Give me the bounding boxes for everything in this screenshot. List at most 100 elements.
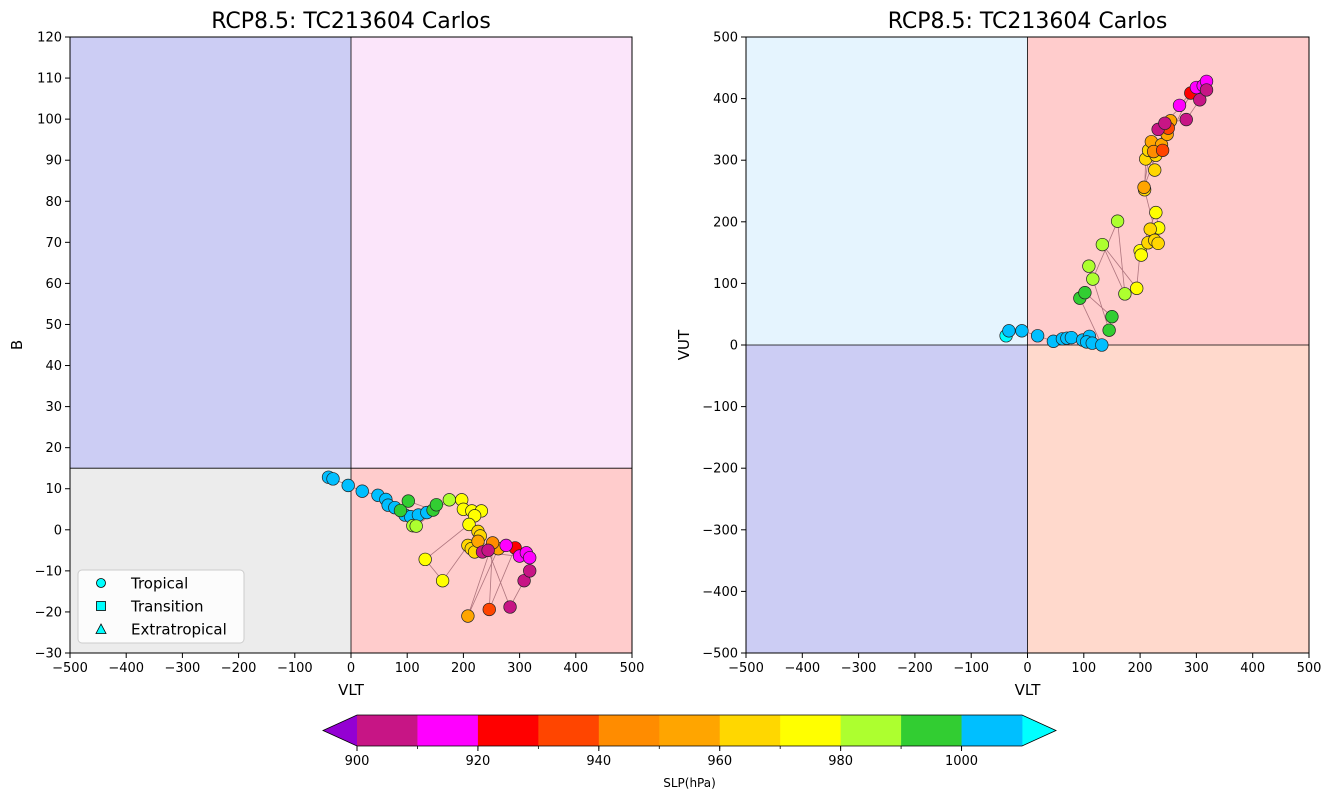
chart-title: RCP8.5: TC213604 Carlos <box>211 9 491 34</box>
x-tick-label: 500 <box>1297 661 1322 676</box>
data-point <box>1086 272 1100 286</box>
data-point <box>1110 214 1125 228</box>
x-tick-label: −200 <box>897 661 933 676</box>
colorbar-segment <box>719 715 781 746</box>
legend-label: Extratropical <box>131 621 227 639</box>
colorbar-segment <box>780 715 842 746</box>
extratropical-marker-icon <box>95 623 107 634</box>
quadrant-3 <box>1027 345 1309 653</box>
data-point <box>442 493 457 507</box>
y-tick-label: 60 <box>45 277 62 292</box>
data-point <box>1158 116 1172 130</box>
x-tick-label: −300 <box>165 661 201 676</box>
data-point <box>1095 338 1109 352</box>
y-tick-label: 0 <box>730 339 738 354</box>
data-point <box>462 517 476 532</box>
y-tick-label: −100 <box>702 400 738 415</box>
x-tick-label: 300 <box>507 661 532 676</box>
y-tick-label: −30 <box>35 647 62 662</box>
y-tick-label: 100 <box>713 277 738 292</box>
data-point <box>1134 248 1148 262</box>
colorbar-segment <box>961 715 1023 746</box>
colorbar-tick-label: 920 <box>465 754 490 769</box>
y-tick-label: −200 <box>702 462 738 477</box>
data-point <box>1137 180 1151 194</box>
data-point <box>482 602 496 617</box>
y-tick-label: 110 <box>37 72 62 87</box>
data-point <box>1179 112 1193 127</box>
legend-label: Tropical <box>130 575 188 593</box>
data-point <box>1095 237 1110 252</box>
data-point <box>1082 259 1096 273</box>
data-point <box>523 551 537 565</box>
x-tick-label: 200 <box>451 661 476 676</box>
b-vs-vlt-panel: −500 −400 −300 −200 −100 0 100 200 300 400 500−30−… <box>8 9 644 699</box>
colorbar-tick-label: 940 <box>586 754 611 769</box>
colorbar-segment <box>357 715 418 746</box>
y-tick-label: 120 <box>37 31 62 46</box>
colorbar-label: SLP(hPa) <box>663 776 716 790</box>
x-tick-label: −400 <box>108 661 144 676</box>
x-axis-label: VLT <box>1015 681 1042 699</box>
data-point <box>499 538 513 553</box>
y-tick-label: −400 <box>702 585 738 600</box>
data-point <box>1002 324 1016 338</box>
data-point <box>429 498 444 512</box>
data-point <box>393 503 408 518</box>
y-tick-label: 70 <box>45 236 62 251</box>
data-point <box>481 543 495 557</box>
y-tick-label: −500 <box>702 647 738 662</box>
data-point <box>1143 222 1157 236</box>
data-point <box>1030 329 1045 343</box>
transition-marker-icon <box>96 601 106 611</box>
slp-colorbar: 900 920 940 960 980 1000 SLP(hPa) <box>322 714 1057 790</box>
colorbar-segment <box>538 715 600 746</box>
x-tick-label: 400 <box>563 661 588 676</box>
y-tick-label: −20 <box>35 605 62 620</box>
y-tick-label: 200 <box>713 215 738 230</box>
y-tick-label: 0 <box>54 523 62 538</box>
colorbar-under-extend <box>323 715 357 746</box>
data-point <box>418 552 432 567</box>
data-point <box>326 472 340 486</box>
y-tick-label: 80 <box>45 195 62 210</box>
data-point <box>1199 83 1214 97</box>
x-tick-label: −500 <box>52 661 88 676</box>
data-point <box>435 574 450 588</box>
data-point <box>409 519 423 533</box>
x-tick-label: 300 <box>1184 661 1209 676</box>
y-tick-label: 10 <box>45 482 62 497</box>
y-tick-label: 20 <box>45 441 62 456</box>
data-point <box>1130 281 1144 295</box>
quadrant-1 <box>351 37 632 469</box>
data-point <box>355 484 369 498</box>
data-point <box>1151 236 1165 251</box>
y-tick-label: 90 <box>45 154 62 169</box>
x-tick-label: −300 <box>841 661 877 676</box>
data-point <box>1118 287 1132 301</box>
data-point <box>1155 143 1170 157</box>
x-axis-label: VLT <box>338 681 365 699</box>
y-axis-label: VUT <box>675 329 693 360</box>
y-axis-label: B <box>8 340 26 350</box>
colorbar-segment <box>840 715 902 746</box>
x-tick-label: −100 <box>953 661 989 676</box>
y-tick-label: 300 <box>713 154 738 169</box>
data-point <box>1149 205 1163 220</box>
chart-title: RCP8.5: TC213604 Carlos <box>888 9 1168 34</box>
colorbar-segment <box>417 715 479 746</box>
x-tick-label: −100 <box>277 661 313 676</box>
x-tick-label: 100 <box>395 661 420 676</box>
data-point <box>1078 285 1092 300</box>
y-tick-label: 100 <box>37 113 62 128</box>
x-tick-label: 500 <box>620 661 645 676</box>
colorbar-tick-label: 960 <box>707 754 732 769</box>
legend-label: Transition <box>130 598 204 616</box>
legend-box <box>77 569 245 644</box>
data-point <box>503 600 517 614</box>
data-point <box>1172 98 1187 113</box>
colorbar-segment <box>659 715 721 746</box>
x-tick-label: 0 <box>347 661 355 676</box>
data-point <box>1105 310 1119 324</box>
